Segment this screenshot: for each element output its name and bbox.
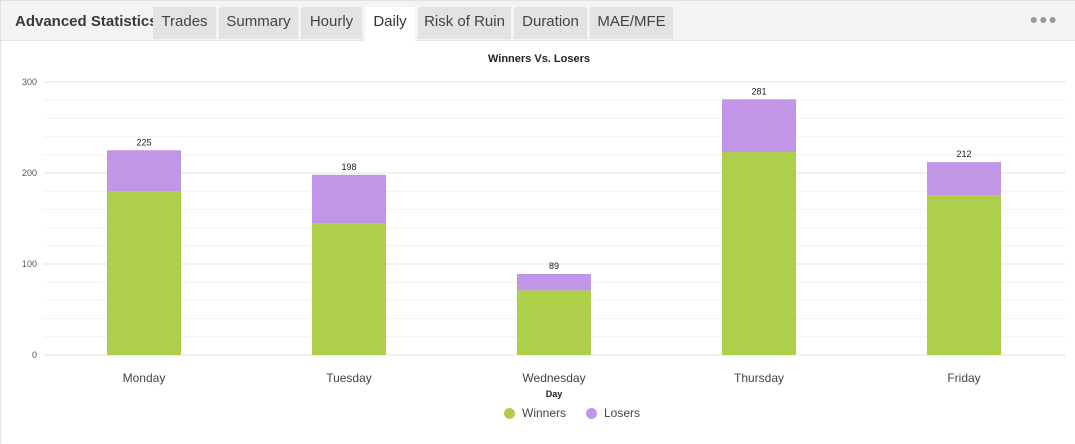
winners-swatch-icon bbox=[504, 407, 515, 419]
legend: Winners Losers bbox=[1, 406, 1075, 426]
winners-bar-friday bbox=[927, 195, 1001, 355]
x-tick-label-tuesday: Tuesday bbox=[326, 371, 372, 385]
losers-swatch-icon bbox=[586, 407, 597, 419]
winners-losers-chart: Winners Vs. Losers 0 100 200 300 225 198 89 28… bbox=[22, 53, 1066, 399]
panel-title: Advanced Statistics bbox=[15, 13, 158, 30]
total-label-wednesday: 89 bbox=[549, 261, 559, 271]
chart-title: Winners Vs. Losers bbox=[488, 53, 590, 65]
x-tick-label-wednesday: Wednesday bbox=[522, 371, 585, 385]
x-axis-label: Day bbox=[546, 389, 563, 399]
losers-bar-tuesday bbox=[312, 174, 386, 224]
winners-bar-tuesday bbox=[312, 223, 386, 355]
bars bbox=[107, 99, 1001, 355]
y-axis: 0 100 200 300 bbox=[22, 77, 37, 360]
legend-label-losers: Losers bbox=[604, 406, 641, 420]
legend-item-losers[interactable]: Losers bbox=[586, 406, 640, 420]
legend-item-winners[interactable]: Winners bbox=[504, 406, 566, 420]
tab-daily[interactable]: Daily bbox=[365, 7, 415, 41]
total-label-tuesday: 198 bbox=[341, 162, 356, 172]
losers-bar-friday bbox=[927, 162, 1001, 196]
losers-bar-thursday bbox=[722, 99, 796, 153]
winners-bar-wednesday bbox=[517, 290, 591, 355]
tab-hourly[interactable]: Hourly bbox=[301, 7, 362, 39]
total-label-monday: 225 bbox=[136, 137, 151, 147]
x-axis: Monday Tuesday Wednesday Thursday Friday bbox=[123, 371, 981, 385]
tab-mae-mfe[interactable]: MAE/MFE bbox=[590, 7, 673, 39]
winners-bar-monday bbox=[107, 191, 181, 355]
losers-bar-monday bbox=[107, 150, 181, 192]
data-labels: 225 198 89 281 212 bbox=[136, 86, 971, 271]
y-tick-label: 0 bbox=[32, 350, 37, 360]
y-tick-label: 300 bbox=[22, 77, 37, 87]
tab-summary[interactable]: Summary bbox=[219, 7, 298, 39]
losers-bar-wednesday bbox=[517, 274, 591, 291]
tab-risk-of-ruin[interactable]: Risk of Ruin bbox=[418, 7, 511, 39]
x-tick-label-friday: Friday bbox=[947, 371, 980, 385]
more-dots-icon[interactable]: ●●● bbox=[1029, 11, 1058, 27]
total-label-friday: 212 bbox=[956, 149, 971, 159]
tab-bar: Advanced Statistics Trades Summary Hourl… bbox=[1, 1, 1075, 41]
legend-label-winners: Winners bbox=[522, 406, 567, 420]
total-label-thursday: 281 bbox=[751, 86, 766, 96]
tab-trades[interactable]: Trades bbox=[153, 7, 216, 39]
chart-area: Winners Vs. Losers 0 100 200 300 225 198 89 28… bbox=[1, 41, 1075, 444]
x-tick-label-thursday: Thursday bbox=[734, 371, 784, 385]
x-tick-label-monday: Monday bbox=[123, 371, 166, 385]
winners-bar-thursday bbox=[722, 152, 796, 355]
tab-duration[interactable]: Duration bbox=[514, 7, 587, 39]
y-tick-label: 100 bbox=[22, 259, 37, 269]
y-tick-label: 200 bbox=[22, 168, 37, 178]
